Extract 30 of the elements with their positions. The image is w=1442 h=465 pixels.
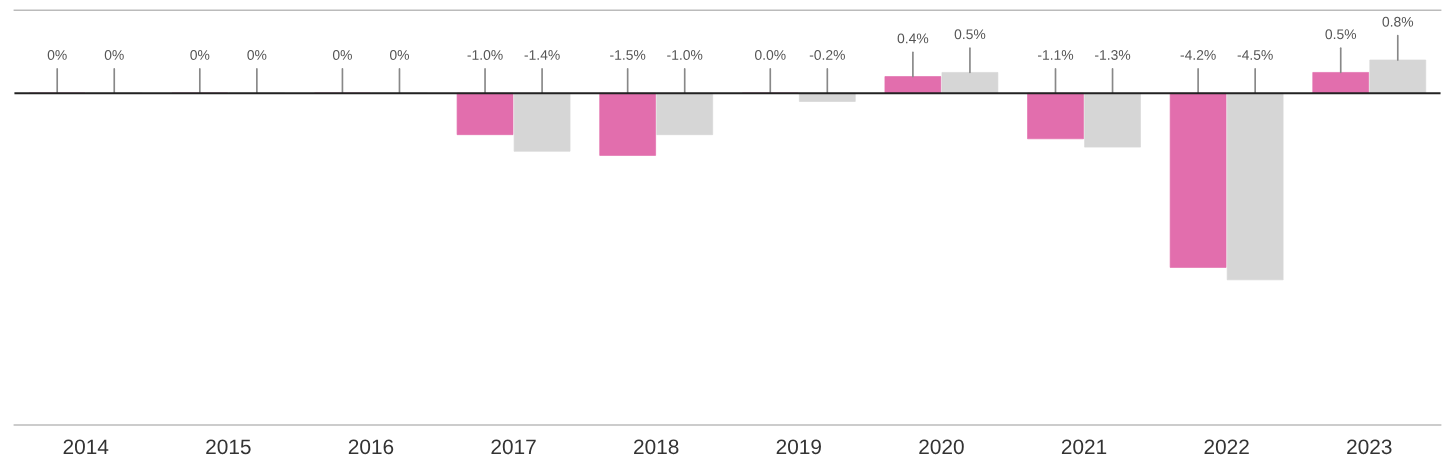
x-tick-label: 2021 (1061, 439, 1107, 455)
x-tick-label: 2018 (634, 439, 679, 455)
data-label: 0% (104, 50, 124, 60)
data-label: -4.5% (1237, 50, 1273, 60)
data-label: -1.4% (524, 50, 560, 60)
data-label: -4.2% (1180, 50, 1216, 60)
x-tick-label: 2020 (919, 439, 964, 455)
data-label: 0% (190, 50, 210, 60)
data-label: -1.1% (1037, 50, 1074, 60)
x-tick-label: 2022 (1204, 439, 1249, 455)
x-tick-label: 2017 (491, 439, 536, 455)
x-tick-label: 2016 (348, 439, 394, 455)
data-label: 0.0% (754, 50, 786, 60)
data-label: 0.5% (954, 29, 986, 40)
data-label: 0% (247, 50, 267, 60)
x-tick-label: 2019 (776, 439, 821, 455)
data-label: 0% (389, 50, 410, 60)
data-label: 0.5% (1325, 29, 1357, 40)
data-label: -1.5% (610, 50, 646, 60)
x-tick-label: 2014 (63, 439, 109, 455)
x-tick-label: 2023 (1347, 439, 1392, 455)
data-label: -1.0% (467, 50, 503, 60)
data-label: -1.0% (667, 50, 703, 60)
data-label: -0.2% (809, 50, 845, 60)
data-label: 0% (47, 50, 67, 60)
data-label: 0.8% (1382, 16, 1414, 27)
x-tick-label: 2015 (206, 439, 251, 455)
data-label: 0.4% (897, 33, 929, 44)
data-label: 0% (332, 50, 352, 60)
data-label: -1.3% (1095, 50, 1131, 60)
